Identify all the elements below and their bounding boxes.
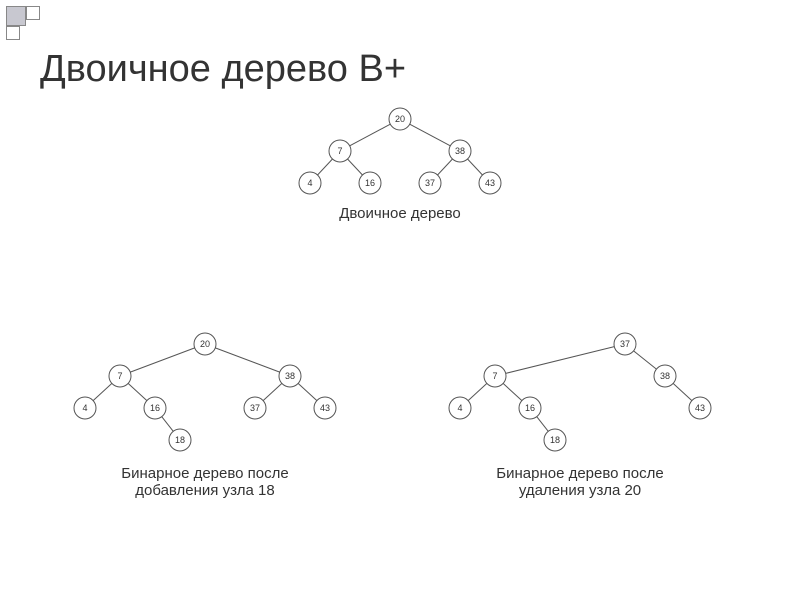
tree-node: 38 (279, 365, 301, 387)
tree-node: 4 (299, 172, 321, 194)
tree-node-label: 43 (695, 403, 705, 413)
tree-node: 20 (389, 108, 411, 130)
tree-node-label: 18 (550, 435, 560, 445)
tree-node: 16 (359, 172, 381, 194)
tree-node: 37 (419, 172, 441, 194)
tree-edge (298, 383, 317, 400)
tree-edge (263, 383, 282, 400)
tree-edge (410, 124, 451, 146)
tree-node: 4 (74, 397, 96, 419)
tree-top: 20 7 38 4 16 37 43 (275, 105, 525, 200)
page-title: Двоичное дерево В+ (40, 48, 406, 91)
tree-edge (93, 383, 112, 400)
tree-right: 37 7 38 4 16 43 18 (430, 330, 730, 460)
tree-node-label: 4 (307, 178, 312, 188)
tree-edge (215, 348, 279, 372)
tree-node: 16 (144, 397, 166, 419)
caption-right: Бинарное дерево послеудаления узла 20 (460, 465, 700, 499)
tree-edge (506, 347, 615, 374)
tree-node-label: 4 (457, 403, 462, 413)
tree-left: 20 7 38 4 16 37 43 18 (55, 330, 355, 460)
caption-top: Двоичное дерево (280, 205, 520, 222)
tree-edge (673, 383, 692, 400)
tree-node: 38 (449, 140, 471, 162)
tree-node: 43 (314, 397, 336, 419)
tree-node-label: 7 (117, 371, 122, 381)
tree-node-label: 18 (175, 435, 185, 445)
tree-edge (503, 383, 522, 400)
tree-node-label: 37 (250, 403, 260, 413)
tree-node: 4 (449, 397, 471, 419)
tree-edge (128, 383, 147, 400)
tree-node-label: 20 (200, 339, 210, 349)
tree-node-label: 7 (337, 146, 342, 156)
tree-node-label: 16 (365, 178, 375, 188)
tree-node: 20 (194, 333, 216, 355)
tree-edge (318, 159, 333, 175)
tree-edge (537, 417, 548, 432)
tree-node-label: 38 (285, 371, 295, 381)
tree-node-label: 16 (150, 403, 160, 413)
tree-node-label: 7 (492, 371, 497, 381)
tree-node-label: 43 (485, 178, 495, 188)
tree-edge (438, 159, 453, 175)
tree-node-label: 4 (82, 403, 87, 413)
tree-edge (130, 348, 194, 372)
tree-node: 43 (689, 397, 711, 419)
tree-node-label: 20 (395, 114, 405, 124)
tree-node: 16 (519, 397, 541, 419)
tree-node: 38 (654, 365, 676, 387)
tree-node-label: 37 (425, 178, 435, 188)
tree-node: 18 (544, 429, 566, 451)
tree-node: 7 (484, 365, 506, 387)
tree-edge (468, 383, 487, 400)
tree-node-label: 37 (620, 339, 630, 349)
tree-node: 37 (614, 333, 636, 355)
tree-node: 37 (244, 397, 266, 419)
tree-edge (468, 159, 483, 175)
tree-node: 7 (109, 365, 131, 387)
tree-node-label: 38 (455, 146, 465, 156)
tree-edge (634, 351, 657, 369)
tree-edge (350, 124, 391, 146)
tree-node-label: 38 (660, 371, 670, 381)
tree-node: 7 (329, 140, 351, 162)
tree-node-label: 16 (525, 403, 535, 413)
caption-left: Бинарное дерево последобавления узла 18 (85, 465, 325, 499)
tree-node: 43 (479, 172, 501, 194)
tree-node: 18 (169, 429, 191, 451)
tree-edge (348, 159, 363, 175)
tree-edge (162, 417, 173, 432)
tree-node-label: 43 (320, 403, 330, 413)
